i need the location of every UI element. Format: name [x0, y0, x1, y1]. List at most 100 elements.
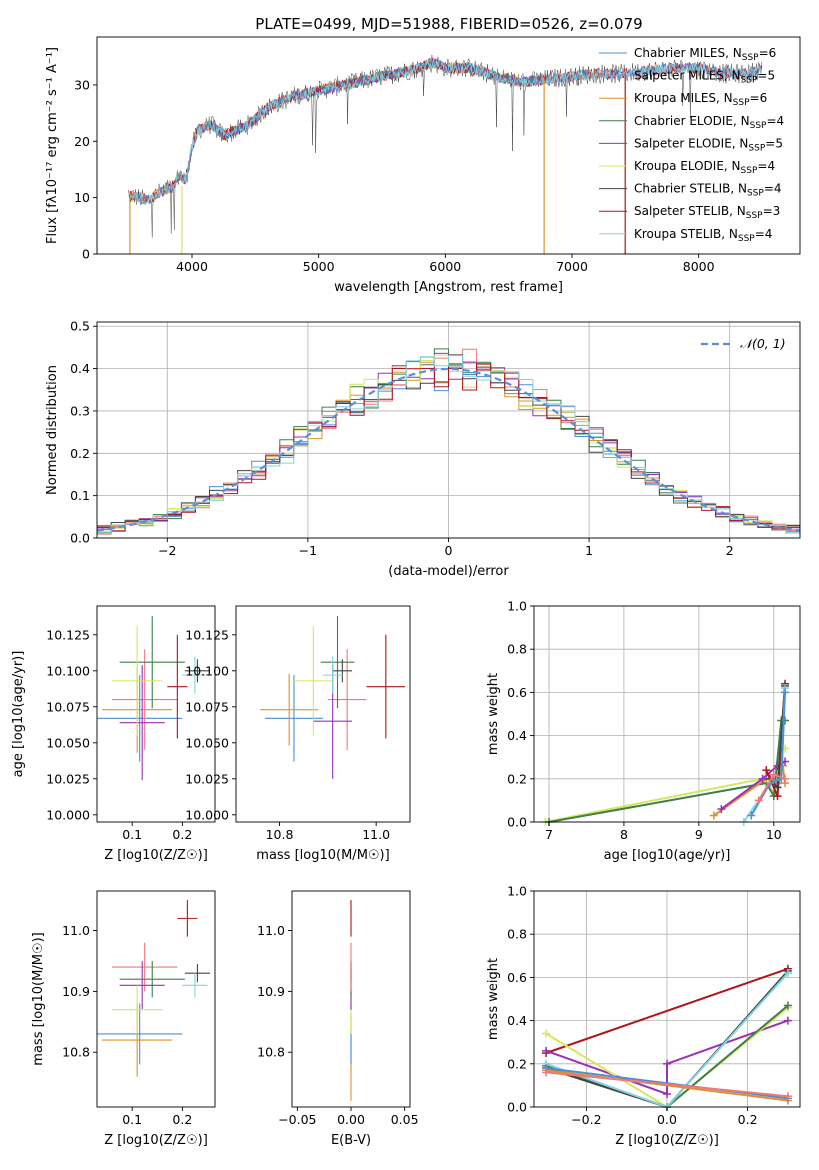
panel-age_vs_mass: 10.8 11.0 10.000 10.025 10.050 10.075 10.100 10… — [185, 605, 411, 863]
histogram-kroupa-stelib — [97, 355, 800, 534]
legend-entry-name: Chabrier ELODIE, N — [634, 114, 750, 128]
spectrum-line-kroupa-stelib — [128, 58, 763, 205]
y-tick-label: 0.4 — [507, 728, 527, 743]
y-tick-label: 10.050 — [46, 735, 90, 750]
x-tick-label: 7000 — [556, 259, 588, 274]
legend-entry: Salpeter STELIB, NSSP=3 — [634, 204, 780, 221]
x-tick-label: 7 — [545, 827, 553, 842]
x-tick-label: 0.1 — [122, 1112, 142, 1127]
legend-entry: Kroupa MILES, NSSP=6 — [634, 91, 767, 108]
y-tick-label: 10.100 — [185, 663, 229, 678]
weight-line-salpeter-elodie — [545, 1019, 789, 1096]
y-tick-label: 10.075 — [185, 699, 229, 714]
x-axis-label: mass [log10(M/M☉)] — [256, 848, 389, 863]
x-tick-label: 0.2 — [738, 1112, 758, 1127]
y-tick-label: 20 — [74, 134, 90, 149]
y-tick-label: 10 — [74, 190, 90, 205]
y-tick-label: 0.2 — [70, 446, 90, 461]
panel-weight_vs_Z: −0.2 0.0 0.2 0.0 0.2 0.4 0.6 0.8 1.0 Z [log10(Z/Z… — [486, 884, 801, 1148]
y-tick-label: 0.6 — [507, 970, 527, 985]
y-tick-label: 10.025 — [185, 771, 229, 786]
legend-entry-name: Salpeter MILES, N — [634, 69, 741, 83]
plot-area-mass_vs_Z — [97, 900, 210, 1077]
legend-entry-sub: SSP — [747, 189, 764, 199]
y-tick-label: 10.000 — [185, 807, 229, 822]
y-tick-label: 30 — [74, 77, 90, 92]
y-tick-label: 10.000 — [46, 807, 90, 822]
x-tick-label: 11.0 — [362, 827, 390, 842]
axes-frame — [235, 605, 411, 823]
weight-line-kroupa-elodie — [545, 1006, 789, 1107]
axes-frame — [96, 36, 801, 255]
y-tick-label: 0.3 — [70, 403, 90, 418]
plot-area-spectrum — [128, 54, 763, 254]
legend-entry-value: =4 — [766, 114, 784, 128]
x-tick-label: 4000 — [176, 259, 208, 274]
legend-entry-sub: SSP — [733, 98, 750, 108]
y-axis-label: age [log10(age/yr)] — [11, 651, 26, 778]
legend-entry-value: =4 — [764, 182, 782, 196]
y-tick-label: 0.0 — [507, 815, 527, 830]
plot-area-age_vs_mass — [260, 616, 406, 779]
weight-line-chabrier-miles — [545, 1067, 789, 1100]
x-tick-label: 2 — [726, 543, 734, 558]
x-tick-label: 8 — [620, 827, 628, 842]
weight-line-salpeter-stelib — [545, 967, 789, 1054]
x-tick-label: 0.1 — [122, 827, 142, 842]
legend-entry-sub: SSP — [741, 166, 758, 176]
legend-entry-name: Kroupa STELIB, N — [634, 227, 738, 241]
panel-mass_vs_Z: 0.1 0.2 10.8 10.9 11.0 Z [log10(Z/Z☉)] mass [l… — [31, 890, 216, 1148]
legend-entry-sub: SSP — [750, 121, 767, 131]
y-tick-label: 0.8 — [507, 927, 527, 942]
legend-entry-name: Chabrier MILES, N — [634, 46, 742, 60]
plot-area-residuals — [97, 348, 800, 536]
x-axis-label: Z [log10(Z/Z☉)] — [104, 848, 208, 863]
y-tick-label: 10.025 — [46, 771, 90, 786]
legend-entry-sub: SSP — [741, 76, 758, 86]
y-tick-label: 0.2 — [507, 771, 527, 786]
x-axis-label: (data-model)/error — [388, 564, 509, 579]
plot-area-weight_vs_age — [541, 679, 790, 826]
x-tick-label: −0.05 — [278, 1112, 316, 1127]
x-axis-label: wavelength [Angstrom, rest frame] — [334, 280, 563, 295]
y-tick-label: 0.1 — [70, 488, 90, 503]
y-tick-label: 10.8 — [62, 1045, 90, 1060]
y-tick-label: 10.9 — [257, 984, 285, 999]
y-tick-label: 10.100 — [46, 663, 90, 678]
legend-entry: Kroupa STELIB, NSSP=4 — [634, 227, 772, 244]
y-tick-label: 10.050 — [185, 735, 229, 750]
legend-entry-name: Salpeter ELODIE, N — [634, 136, 748, 150]
legend-entry-value: =5 — [757, 69, 775, 83]
x-axis-label: Z [log10(Z/Z☉)] — [104, 1133, 208, 1148]
legend-entry-value: =4 — [757, 159, 775, 173]
plot-area-age_vs_Z — [97, 616, 210, 781]
y-tick-label: 10.125 — [185, 627, 229, 642]
y-tick-label: 1.0 — [507, 884, 527, 899]
y-tick-label: 0.6 — [507, 685, 527, 700]
x-tick-label: 10.8 — [266, 827, 294, 842]
y-tick-label: 0.0 — [507, 1100, 527, 1115]
legend-entry-value: =3 — [763, 204, 781, 218]
weight-line-kroupa-miles — [545, 1069, 789, 1102]
legend-entry-name: Salpeter STELIB, N — [634, 204, 746, 218]
legend-entry-value: =6 — [759, 46, 777, 60]
y-tick-label: 0.4 — [507, 1013, 527, 1028]
legend-entry-sub: SSP — [746, 211, 763, 221]
y-tick-label: 0 — [82, 247, 90, 262]
y-tick-label: 10.8 — [257, 1045, 285, 1060]
weight-line-chabrier-elodie — [545, 1004, 789, 1107]
legend-entry-sub: SSP — [742, 53, 759, 63]
x-tick-label: −0.2 — [571, 1112, 601, 1127]
y-tick-label: 1.0 — [507, 599, 527, 614]
y-tick-label: 11.0 — [62, 923, 90, 938]
legend-entry: Chabrier STELIB, NSSP=4 — [634, 182, 782, 199]
x-tick-label: 6000 — [429, 259, 461, 274]
weight-line-kroupa-stelib — [545, 972, 789, 1107]
legend-entry-name: Chabrier STELIB, N — [634, 182, 747, 196]
y-axis-label: mass [log10(M/M☉)] — [31, 932, 46, 1065]
x-axis-label: age [log10(age/yr)] — [604, 848, 731, 863]
x-tick-label: 0.2 — [172, 827, 192, 842]
